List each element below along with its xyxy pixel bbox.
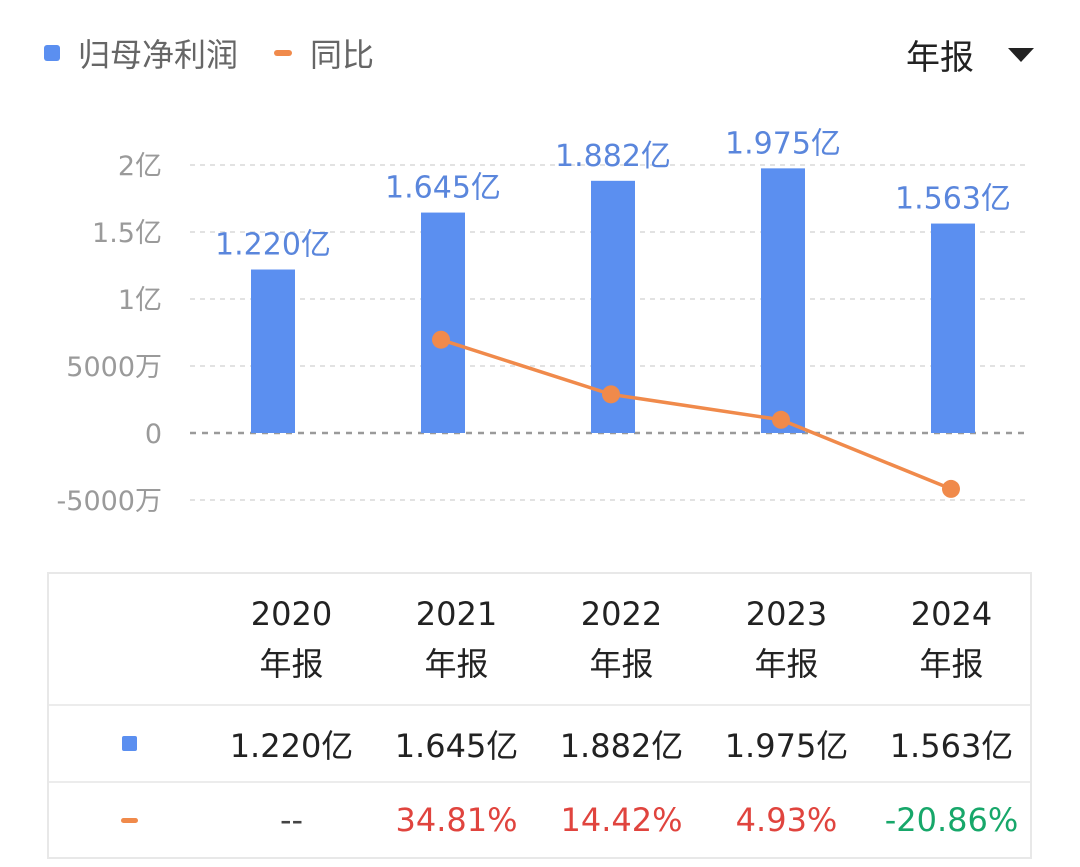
chart-legend: 归母净利润 同比: [44, 30, 410, 76]
data-table: 2020 年报 2021 年报 2022 年报 2023 年报 2024 年报 1.220…: [47, 572, 1032, 859]
legend-item-net-profit[interactable]: 归母净利润: [44, 30, 238, 76]
bar-data-label: 1.975亿: [725, 126, 841, 161]
table-row-yoy: -- 34.81% 14.42% 4.93% -20.86%: [49, 783, 1030, 857]
yoy-point: [942, 479, 960, 498]
caret-down-icon: [1008, 47, 1034, 62]
yoy-point: [772, 410, 790, 429]
table-header-cell: 2022 年报: [539, 589, 704, 689]
legend-net-profit-label: 归母净利润: [78, 36, 239, 74]
bar-data-label: 1.645亿: [385, 171, 501, 206]
yoy-cell: 34.81%: [395, 801, 518, 839]
bar: [761, 168, 805, 433]
header-year: 2020: [250, 595, 333, 633]
profit-cell: 1.563亿: [889, 726, 1014, 765]
profit-cell: 1.645亿: [394, 726, 519, 765]
table-header-row: 2020 年报 2021 年报 2022 年报 2023 年报 2024 年报: [49, 574, 1030, 706]
header-period: 年报: [259, 645, 324, 683]
yoy-cell: -20.86%: [884, 801, 1019, 839]
line-swatch-icon: [274, 50, 293, 56]
bar: [251, 269, 295, 433]
header-period: 年报: [589, 645, 654, 683]
table-row-net-profit: 1.220亿 1.645亿 1.882亿 1.975亿 1.563亿: [49, 706, 1030, 783]
yoy-cell: 4.93%: [735, 801, 838, 839]
y-tick-label: -5000万: [57, 486, 162, 517]
y-tick-label: 1.5亿: [92, 218, 162, 249]
header-year: 2022: [580, 595, 663, 633]
y-tick-label: 0: [145, 419, 162, 450]
table-header-cell: 2024 年报: [869, 589, 1034, 689]
bar-swatch-icon: [44, 45, 60, 61]
bar-data-label: 1.882亿: [555, 139, 671, 174]
yoy-line: [440, 338, 952, 491]
profit-cell: 1.882亿: [559, 726, 684, 765]
bar-swatch-icon: [121, 736, 137, 751]
header-year: 2024: [910, 595, 993, 633]
header-period: 年报: [424, 645, 489, 683]
period-selector-value: 年报: [906, 38, 974, 78]
bar-data-label: 1.220亿: [215, 228, 331, 263]
line-swatch-icon: [120, 817, 138, 823]
y-tick-label: 5000万: [66, 352, 162, 383]
table-header-cell: 2020 年报: [209, 589, 374, 689]
yoy-point: [432, 330, 450, 349]
profit-chart: 2亿 1.5亿 1亿 5000万 0 -5000万 1.220亿 1.645亿 1.882亿 1.…: [57, 126, 1028, 517]
legend-yoy-label: 同比: [310, 36, 375, 74]
y-tick-label: 1亿: [118, 285, 162, 316]
yoy-cell: --: [279, 801, 304, 839]
header-period: 年报: [919, 645, 984, 683]
period-selector[interactable]: 年报: [906, 30, 1034, 79]
y-tick-label: 2亿: [118, 151, 162, 182]
legend-item-yoy[interactable]: 同比: [274, 30, 374, 76]
profit-cell: 1.975亿: [724, 726, 849, 765]
table-header-cell: 2021 年报: [374, 589, 539, 689]
table-header-cell: 2023 年报: [704, 589, 869, 689]
profit-cell: 1.220亿: [229, 726, 354, 765]
bar-data-label: 1.563亿: [895, 182, 1011, 217]
bar: [931, 223, 975, 433]
yoy-point: [602, 385, 620, 404]
header-year: 2021: [415, 595, 498, 633]
yoy-cell: 14.42%: [560, 801, 683, 839]
header-period: 年报: [754, 645, 819, 683]
bar: [421, 212, 465, 433]
header-year: 2023: [745, 595, 828, 633]
